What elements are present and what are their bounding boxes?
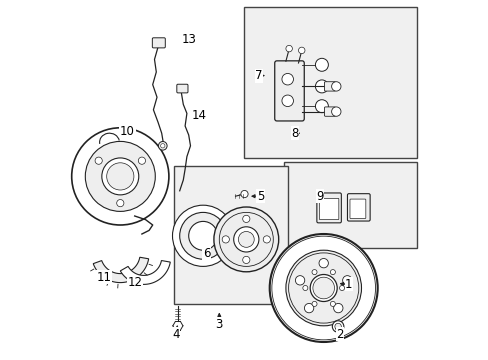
Circle shape bbox=[330, 270, 335, 275]
FancyBboxPatch shape bbox=[349, 199, 365, 219]
Circle shape bbox=[298, 47, 305, 54]
Circle shape bbox=[315, 100, 328, 113]
Circle shape bbox=[285, 250, 361, 326]
Circle shape bbox=[331, 82, 340, 91]
Circle shape bbox=[242, 215, 249, 222]
Text: 4: 4 bbox=[172, 328, 180, 341]
Circle shape bbox=[188, 221, 217, 250]
Text: 7: 7 bbox=[255, 69, 262, 82]
Circle shape bbox=[213, 207, 278, 272]
Circle shape bbox=[72, 128, 168, 225]
Circle shape bbox=[269, 234, 377, 342]
Circle shape bbox=[331, 107, 340, 116]
Circle shape bbox=[318, 258, 328, 268]
Circle shape bbox=[179, 212, 226, 259]
Circle shape bbox=[95, 157, 102, 164]
FancyBboxPatch shape bbox=[152, 38, 165, 48]
Circle shape bbox=[312, 277, 334, 299]
Circle shape bbox=[333, 303, 342, 313]
Circle shape bbox=[332, 321, 343, 332]
Circle shape bbox=[315, 80, 328, 93]
Polygon shape bbox=[120, 261, 170, 284]
Circle shape bbox=[233, 227, 258, 252]
FancyBboxPatch shape bbox=[324, 107, 335, 116]
Circle shape bbox=[304, 303, 313, 313]
Bar bbox=[244, 7, 416, 158]
Circle shape bbox=[330, 301, 335, 306]
FancyBboxPatch shape bbox=[274, 61, 304, 121]
Circle shape bbox=[242, 256, 249, 264]
Text: 8: 8 bbox=[291, 127, 298, 140]
Polygon shape bbox=[93, 257, 148, 283]
Circle shape bbox=[339, 285, 344, 291]
Circle shape bbox=[315, 58, 328, 71]
FancyBboxPatch shape bbox=[177, 84, 187, 93]
FancyBboxPatch shape bbox=[347, 194, 369, 221]
Text: 5: 5 bbox=[257, 190, 264, 203]
Text: 10: 10 bbox=[120, 125, 135, 138]
Text: 12: 12 bbox=[127, 276, 142, 289]
Circle shape bbox=[117, 199, 123, 207]
Circle shape bbox=[342, 276, 351, 285]
Circle shape bbox=[334, 323, 341, 330]
Text: 2: 2 bbox=[335, 328, 343, 341]
Circle shape bbox=[160, 144, 164, 148]
Bar bbox=[284, 162, 416, 248]
Circle shape bbox=[295, 276, 304, 285]
Circle shape bbox=[285, 45, 292, 52]
Bar bbox=[174, 166, 287, 304]
Circle shape bbox=[282, 73, 293, 85]
Circle shape bbox=[85, 141, 155, 211]
Circle shape bbox=[158, 141, 167, 150]
FancyBboxPatch shape bbox=[324, 82, 335, 91]
Circle shape bbox=[241, 190, 247, 198]
Text: 3: 3 bbox=[215, 318, 223, 330]
Text: 1: 1 bbox=[345, 278, 352, 291]
Text: 13: 13 bbox=[181, 33, 196, 46]
Circle shape bbox=[238, 231, 254, 247]
Circle shape bbox=[311, 301, 316, 306]
Circle shape bbox=[222, 236, 229, 243]
Circle shape bbox=[138, 157, 145, 164]
Text: 11: 11 bbox=[97, 271, 111, 284]
Circle shape bbox=[102, 158, 139, 195]
Circle shape bbox=[302, 285, 307, 291]
Text: 14: 14 bbox=[192, 109, 206, 122]
FancyBboxPatch shape bbox=[316, 193, 341, 223]
Circle shape bbox=[309, 275, 337, 302]
Circle shape bbox=[172, 205, 233, 266]
Text: 9: 9 bbox=[316, 190, 323, 203]
Circle shape bbox=[263, 236, 270, 243]
Text: 6: 6 bbox=[203, 247, 210, 260]
Circle shape bbox=[282, 95, 293, 107]
Circle shape bbox=[106, 163, 134, 190]
Circle shape bbox=[311, 270, 316, 275]
FancyBboxPatch shape bbox=[319, 198, 338, 220]
